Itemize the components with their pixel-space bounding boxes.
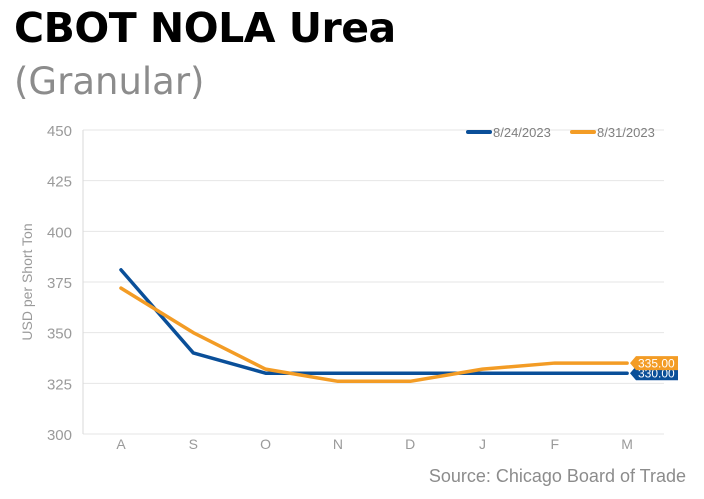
chart-subtitle: (Granular) [14, 60, 205, 103]
series-line-1 [119, 268, 629, 375]
y-tick-label: 325 [47, 376, 72, 393]
y-tick-label: 300 [47, 427, 72, 444]
x-tick-label: S [189, 436, 198, 452]
legend-label: 8/31/2023 [597, 125, 655, 140]
y-tick-label: 400 [47, 224, 72, 241]
axes: 300 325 350 375 400 425 450 USD per Short Ton A S… [19, 123, 633, 452]
y-tick-label: 450 [47, 123, 72, 140]
end-value-label: 335.00 [638, 357, 675, 371]
legend-item-2: 8/31/2023 [570, 125, 655, 140]
source-note: Source: Chicago Board of Trade [428, 466, 686, 486]
y-tick-label: 350 [47, 326, 72, 343]
grid-lines [83, 129, 664, 435]
end-value-tag-2: 335.00 [630, 356, 678, 371]
x-tick-label: A [116, 436, 126, 452]
x-tick-label: M [621, 436, 633, 452]
x-tick-label: F [551, 436, 560, 452]
legend-label: 8/24/2023 [493, 125, 551, 140]
y-tick-label: 375 [47, 275, 72, 292]
series-line-2 [119, 286, 629, 384]
chart-title: CBOT NOLA Urea [14, 4, 396, 52]
x-tick-label: O [260, 436, 271, 452]
end-value-tag-shape [630, 356, 678, 371]
legend-item-1: 8/24/2023 [466, 125, 551, 140]
x-tick-label: D [405, 436, 415, 452]
x-tick-label: N [333, 436, 343, 452]
x-tick-label: J [479, 436, 486, 452]
y-tick-label: 425 [47, 174, 72, 191]
legend: 8/24/2023 8/31/2023 [466, 125, 655, 140]
y-axis-label: USD per Short Ton [19, 223, 35, 340]
end-value-label: 330.00 [638, 367, 675, 381]
